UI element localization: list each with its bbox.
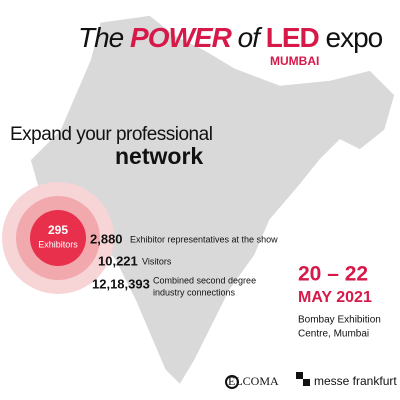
title-word: LED xyxy=(266,22,320,53)
badge-number: 295 xyxy=(48,223,68,237)
event-dates: 20 – 22 xyxy=(298,263,368,286)
logo-icon xyxy=(303,379,310,386)
logo: messe frankfurt xyxy=(314,374,397,388)
stat-number: 2,880 xyxy=(90,231,123,246)
stat-label: Combined second degree xyxy=(153,275,256,285)
logo: ELCOMA xyxy=(228,374,279,388)
event-month: MAY 2021 xyxy=(298,289,372,306)
tagline-bold: network xyxy=(115,143,203,169)
title-word: of xyxy=(238,22,264,53)
title-word: expo xyxy=(326,22,383,53)
badge-label: Exhibitors xyxy=(38,239,78,249)
stat-label: Exhibitor representatives at the show xyxy=(130,234,278,244)
venue: Bombay Exhibition xyxy=(298,315,381,326)
city: MUMBAI xyxy=(270,54,319,68)
stat-label: industry connections xyxy=(153,287,236,297)
tagline: Expand your professional xyxy=(10,124,212,145)
title-word: POWER xyxy=(130,22,233,53)
badge-circle xyxy=(30,210,86,266)
venue: Centre, Mumbai xyxy=(298,329,369,340)
stat-label: Visitors xyxy=(142,256,172,266)
title: The POWER of LED expo xyxy=(78,22,383,53)
logo-icon xyxy=(296,372,303,379)
stat-number: 12,18,393 xyxy=(92,276,150,291)
stat-number: 10,221 xyxy=(98,253,138,268)
title-word: The xyxy=(78,22,124,53)
logo-icon xyxy=(225,375,239,389)
